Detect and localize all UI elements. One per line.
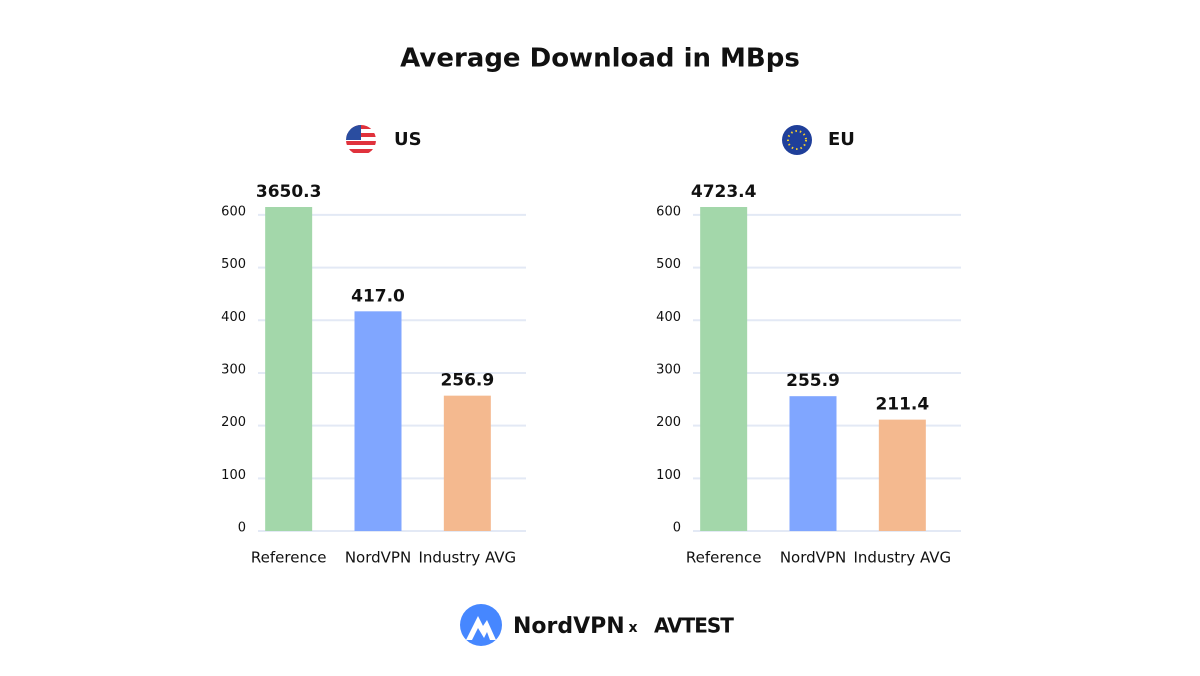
bar: [700, 207, 748, 531]
chart-title: Average Download in MBps: [400, 44, 800, 74]
y-tick-label: 200: [221, 415, 246, 430]
panel-title: US: [394, 129, 422, 150]
brand: NordVPN: [513, 614, 625, 639]
value-label: 255.9: [786, 371, 840, 391]
x-tick-label: NordVPN: [345, 549, 411, 567]
eu-flag: [782, 125, 812, 155]
y-tick-label: 600: [221, 204, 246, 219]
bar: [789, 396, 837, 531]
separator: x: [628, 620, 637, 636]
panel-title: EU: [828, 129, 855, 150]
bar: [443, 395, 491, 531]
y-tick-label: 300: [221, 362, 246, 377]
value-label: 417.0: [351, 286, 405, 306]
x-tick-label: Industry AVG: [854, 549, 952, 567]
value-label: 3650.3: [256, 182, 322, 202]
y-tick-label: 100: [656, 468, 681, 483]
bar: [265, 207, 313, 531]
y-tick-label: 400: [221, 310, 246, 325]
y-tick-label: 100: [221, 468, 246, 483]
y-tick-label: 200: [656, 415, 681, 430]
y-tick-label: 400: [656, 310, 681, 325]
value-label: 211.4: [875, 395, 929, 415]
y-tick-label: 0: [673, 521, 681, 536]
bar: [354, 311, 402, 531]
y-tick-label: 500: [656, 257, 681, 272]
x-tick-label: Industry AVG: [419, 549, 517, 567]
partner: AVTEST: [654, 614, 734, 638]
footer: NordVPN x AVTEST: [460, 604, 735, 646]
us-flag: [346, 125, 376, 155]
bars: [265, 207, 491, 531]
bars: [700, 207, 926, 531]
x-tick-label: NordVPN: [780, 549, 846, 567]
x-tick-label: Reference: [251, 549, 327, 567]
y-tick-label: 300: [656, 362, 681, 377]
bar: [878, 419, 926, 531]
y-tick-label: 0: [238, 521, 246, 536]
value-label: 256.9: [440, 371, 494, 391]
y-tick-label: 500: [221, 257, 246, 272]
x-tick-label: Reference: [686, 549, 762, 567]
y-tick-label: 600: [656, 204, 681, 219]
value-label: 4723.4: [691, 182, 757, 202]
